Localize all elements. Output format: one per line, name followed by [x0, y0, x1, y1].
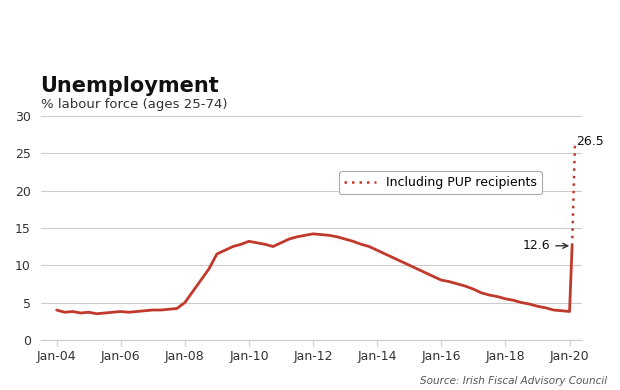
- Text: Unemployment: Unemployment: [40, 76, 219, 96]
- Text: Source: Irish Fiscal Advisory Council: Source: Irish Fiscal Advisory Council: [420, 376, 608, 386]
- Legend: Including PUP recipients: Including PUP recipients: [339, 171, 541, 194]
- Text: 26.5: 26.5: [577, 135, 604, 149]
- Text: % labour force (ages 25-74): % labour force (ages 25-74): [40, 98, 227, 111]
- Text: 12.6: 12.6: [523, 239, 568, 252]
